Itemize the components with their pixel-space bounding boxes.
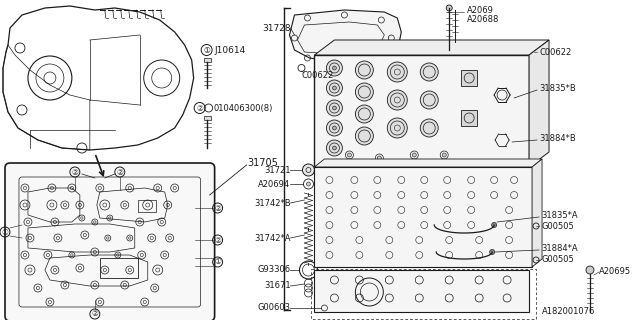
Circle shape bbox=[355, 127, 373, 145]
Text: A20688: A20688 bbox=[467, 14, 500, 23]
Bar bbox=[461, 70, 477, 86]
Text: J10614: J10614 bbox=[214, 45, 246, 54]
Circle shape bbox=[420, 119, 438, 137]
FancyBboxPatch shape bbox=[5, 163, 214, 320]
Text: A182001076: A182001076 bbox=[542, 308, 595, 316]
Polygon shape bbox=[314, 159, 542, 167]
Circle shape bbox=[492, 222, 497, 228]
Circle shape bbox=[490, 250, 495, 254]
Text: C00622: C00622 bbox=[301, 70, 333, 79]
Circle shape bbox=[355, 105, 373, 123]
Text: C00622: C00622 bbox=[539, 47, 572, 57]
Polygon shape bbox=[529, 40, 549, 167]
Text: ②: ② bbox=[92, 309, 99, 318]
Polygon shape bbox=[314, 40, 549, 55]
Circle shape bbox=[446, 5, 452, 11]
Circle shape bbox=[332, 146, 337, 150]
Circle shape bbox=[307, 182, 310, 186]
Bar bbox=[138, 200, 156, 212]
Circle shape bbox=[332, 106, 337, 110]
Text: 31671: 31671 bbox=[264, 282, 291, 291]
Circle shape bbox=[326, 80, 342, 96]
Bar bbox=[461, 110, 477, 126]
Circle shape bbox=[387, 62, 407, 82]
Circle shape bbox=[332, 126, 337, 130]
Circle shape bbox=[412, 153, 416, 157]
Circle shape bbox=[387, 118, 407, 138]
Bar bbox=[204, 116, 211, 120]
Text: 31884*A: 31884*A bbox=[541, 244, 578, 252]
Circle shape bbox=[326, 140, 342, 156]
Text: ①: ① bbox=[214, 258, 221, 267]
Circle shape bbox=[326, 100, 342, 116]
Text: G00603: G00603 bbox=[257, 303, 291, 313]
Text: ①: ① bbox=[1, 228, 8, 236]
Circle shape bbox=[355, 61, 373, 79]
Bar bbox=[312, 269, 536, 319]
Text: 31884*B: 31884*B bbox=[539, 133, 576, 142]
Text: 31721: 31721 bbox=[264, 165, 291, 174]
Circle shape bbox=[387, 90, 407, 110]
Circle shape bbox=[348, 153, 351, 157]
Circle shape bbox=[420, 63, 438, 81]
Circle shape bbox=[355, 83, 373, 101]
Circle shape bbox=[326, 60, 342, 76]
Polygon shape bbox=[289, 10, 401, 65]
Text: 31835*B: 31835*B bbox=[539, 84, 576, 92]
Text: A2069: A2069 bbox=[467, 5, 494, 14]
Circle shape bbox=[332, 66, 337, 70]
Text: G93306: G93306 bbox=[257, 266, 291, 275]
Circle shape bbox=[332, 86, 337, 90]
Bar bbox=[314, 55, 529, 167]
Text: 010406300(8): 010406300(8) bbox=[214, 103, 273, 113]
Circle shape bbox=[420, 91, 438, 109]
Text: 31742*A: 31742*A bbox=[254, 234, 291, 243]
Text: ②: ② bbox=[214, 236, 221, 244]
Text: ②: ② bbox=[196, 103, 203, 113]
Text: A20694: A20694 bbox=[259, 180, 291, 188]
Text: ②: ② bbox=[214, 204, 221, 212]
Polygon shape bbox=[532, 159, 542, 267]
Bar bbox=[314, 270, 529, 312]
Bar bbox=[314, 167, 532, 267]
Circle shape bbox=[586, 266, 594, 274]
Text: 31705: 31705 bbox=[248, 158, 278, 168]
Circle shape bbox=[378, 156, 381, 160]
Circle shape bbox=[326, 120, 342, 136]
Circle shape bbox=[442, 153, 446, 157]
Text: ①: ① bbox=[203, 45, 210, 54]
Text: G00505: G00505 bbox=[541, 221, 574, 230]
Circle shape bbox=[303, 164, 314, 176]
Text: G00505: G00505 bbox=[541, 255, 574, 265]
Bar bbox=[100, 258, 138, 278]
Text: 31728: 31728 bbox=[262, 23, 291, 33]
Text: ②: ② bbox=[116, 167, 124, 177]
Bar bbox=[204, 58, 211, 62]
Text: 31835*A: 31835*A bbox=[541, 211, 578, 220]
Text: ②: ② bbox=[72, 167, 78, 177]
Text: A20695: A20695 bbox=[599, 268, 631, 276]
Text: 31742*B: 31742*B bbox=[254, 198, 291, 207]
